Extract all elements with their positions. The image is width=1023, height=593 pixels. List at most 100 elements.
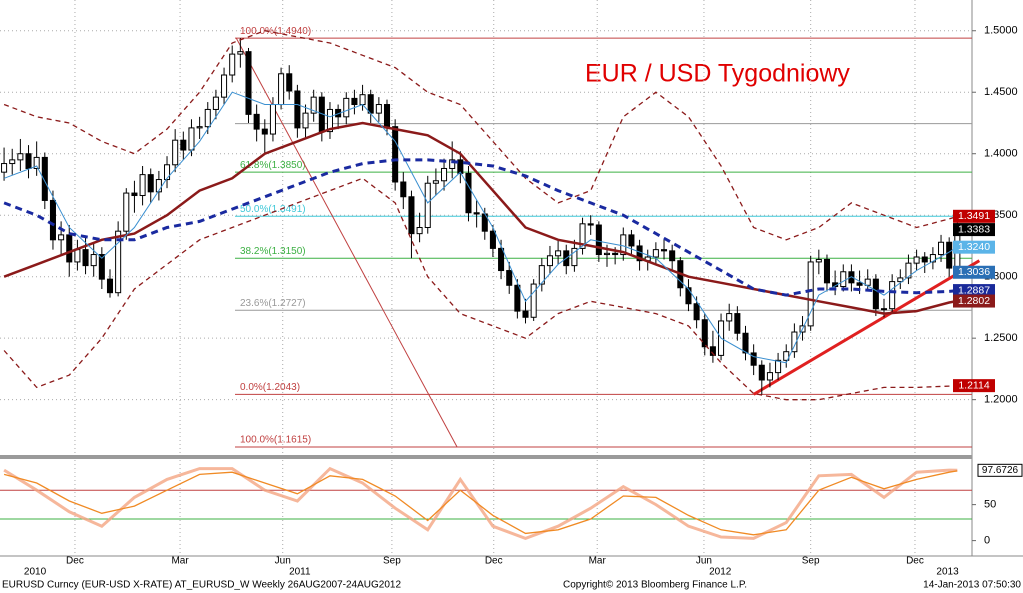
candle-body [506, 270, 513, 286]
x-tick-label: Dec [906, 556, 924, 567]
x-tick-label: Dec [485, 556, 503, 567]
candle-body [449, 159, 456, 169]
candle-body [783, 351, 790, 361]
osc-label-box [977, 463, 1023, 477]
candle-body [115, 230, 122, 294]
x-tick-label: Sep [383, 556, 401, 567]
candle-body [905, 262, 912, 279]
candle-body [147, 174, 154, 193]
year-label: 2013 [936, 567, 959, 578]
price-label: 1.3383 [958, 223, 990, 235]
candle-body [278, 73, 285, 106]
candle-body [864, 278, 871, 286]
candle-body [685, 287, 692, 305]
price-label-box [953, 240, 995, 254]
candle-body [473, 212, 480, 215]
candle-body [269, 104, 276, 135]
x-tick-label: Sep [802, 556, 820, 567]
price-label-box [953, 223, 995, 237]
y-tick-label: 1.5000 [984, 25, 1018, 37]
price-label-box [953, 379, 995, 393]
candle-body [294, 90, 301, 129]
candle-body [742, 332, 749, 354]
candle-body [628, 234, 635, 247]
candle-body [375, 104, 382, 114]
osc-y-tick-label: 0 [984, 535, 990, 547]
candle-body [848, 271, 855, 284]
candle-body [807, 261, 814, 327]
candle-body [17, 153, 24, 161]
y-tick-label: 1.4500 [984, 86, 1018, 98]
candle-body [530, 283, 537, 318]
fib-label: 100.0%(1.4940) [240, 26, 311, 37]
candle-body [237, 51, 244, 55]
candle-body [555, 250, 562, 257]
fib-label: 0.0%(1.2043) [240, 382, 300, 393]
year-label: 2011 [289, 567, 311, 578]
price-label: 1.2802 [958, 295, 990, 307]
candle-body [58, 234, 65, 241]
candle-body [367, 94, 374, 114]
price-label-box [953, 209, 995, 223]
candle-body [253, 113, 260, 130]
price-label: 1.3240 [958, 241, 990, 253]
price-label: 1.2887 [958, 284, 990, 296]
candle-body [302, 112, 309, 129]
x-tick-label: Mar [589, 556, 607, 567]
candle-body [758, 364, 765, 381]
candle-body [188, 127, 195, 151]
candle-body [196, 126, 203, 129]
year-label: 2010 [24, 567, 47, 578]
candle-body [465, 172, 472, 214]
candle-body [326, 108, 334, 133]
candle-body [620, 234, 627, 256]
candle-body [286, 73, 293, 92]
candle-body [25, 153, 32, 169]
footer-center: Copyright© 2013 Bloomberg Finance L.P. [563, 580, 747, 591]
candle-body [579, 223, 586, 249]
candle-body [408, 196, 415, 235]
candle-body [49, 199, 56, 241]
candle-body [400, 181, 407, 198]
candle-body [106, 278, 114, 294]
osc-label: 97.6726 [982, 465, 1019, 476]
indicator-line [3, 91, 958, 364]
candle-body [603, 252, 611, 256]
candle-body [652, 249, 659, 258]
price-label: 1.3036 [958, 266, 990, 278]
candle-body [815, 258, 822, 263]
candle-body [929, 254, 936, 263]
candle-body [612, 252, 619, 256]
candle-body [74, 249, 81, 263]
panel-separator [0, 455, 972, 459]
candle-body [9, 159, 16, 165]
price-label: 1.3491 [958, 210, 990, 222]
y-tick-label: 1.2500 [984, 332, 1018, 344]
candle-body [33, 156, 40, 169]
fib-label: 50.0%(1.3491) [240, 204, 306, 215]
candle-body [498, 247, 505, 272]
x-tick-label: Jun [696, 556, 712, 567]
trend-line [752, 259, 981, 396]
candle-body [587, 223, 594, 226]
osc-k-line [3, 466, 958, 541]
candle-body [310, 96, 317, 114]
x-tick-label: Jun [275, 556, 291, 567]
candle-body [204, 108, 211, 128]
y-tick-label: 1.2000 [984, 394, 1018, 406]
candle-body [701, 319, 708, 348]
candle-body [359, 94, 366, 106]
price-label-box [953, 284, 995, 298]
candle-body [424, 182, 431, 229]
candle-body [897, 277, 904, 283]
candle-body [946, 241, 953, 269]
candle-body [734, 313, 741, 334]
candle-body [775, 359, 782, 374]
candle-body [514, 284, 521, 312]
candle-body [538, 265, 545, 285]
candle-body [172, 139, 179, 166]
candle-body [766, 372, 773, 381]
